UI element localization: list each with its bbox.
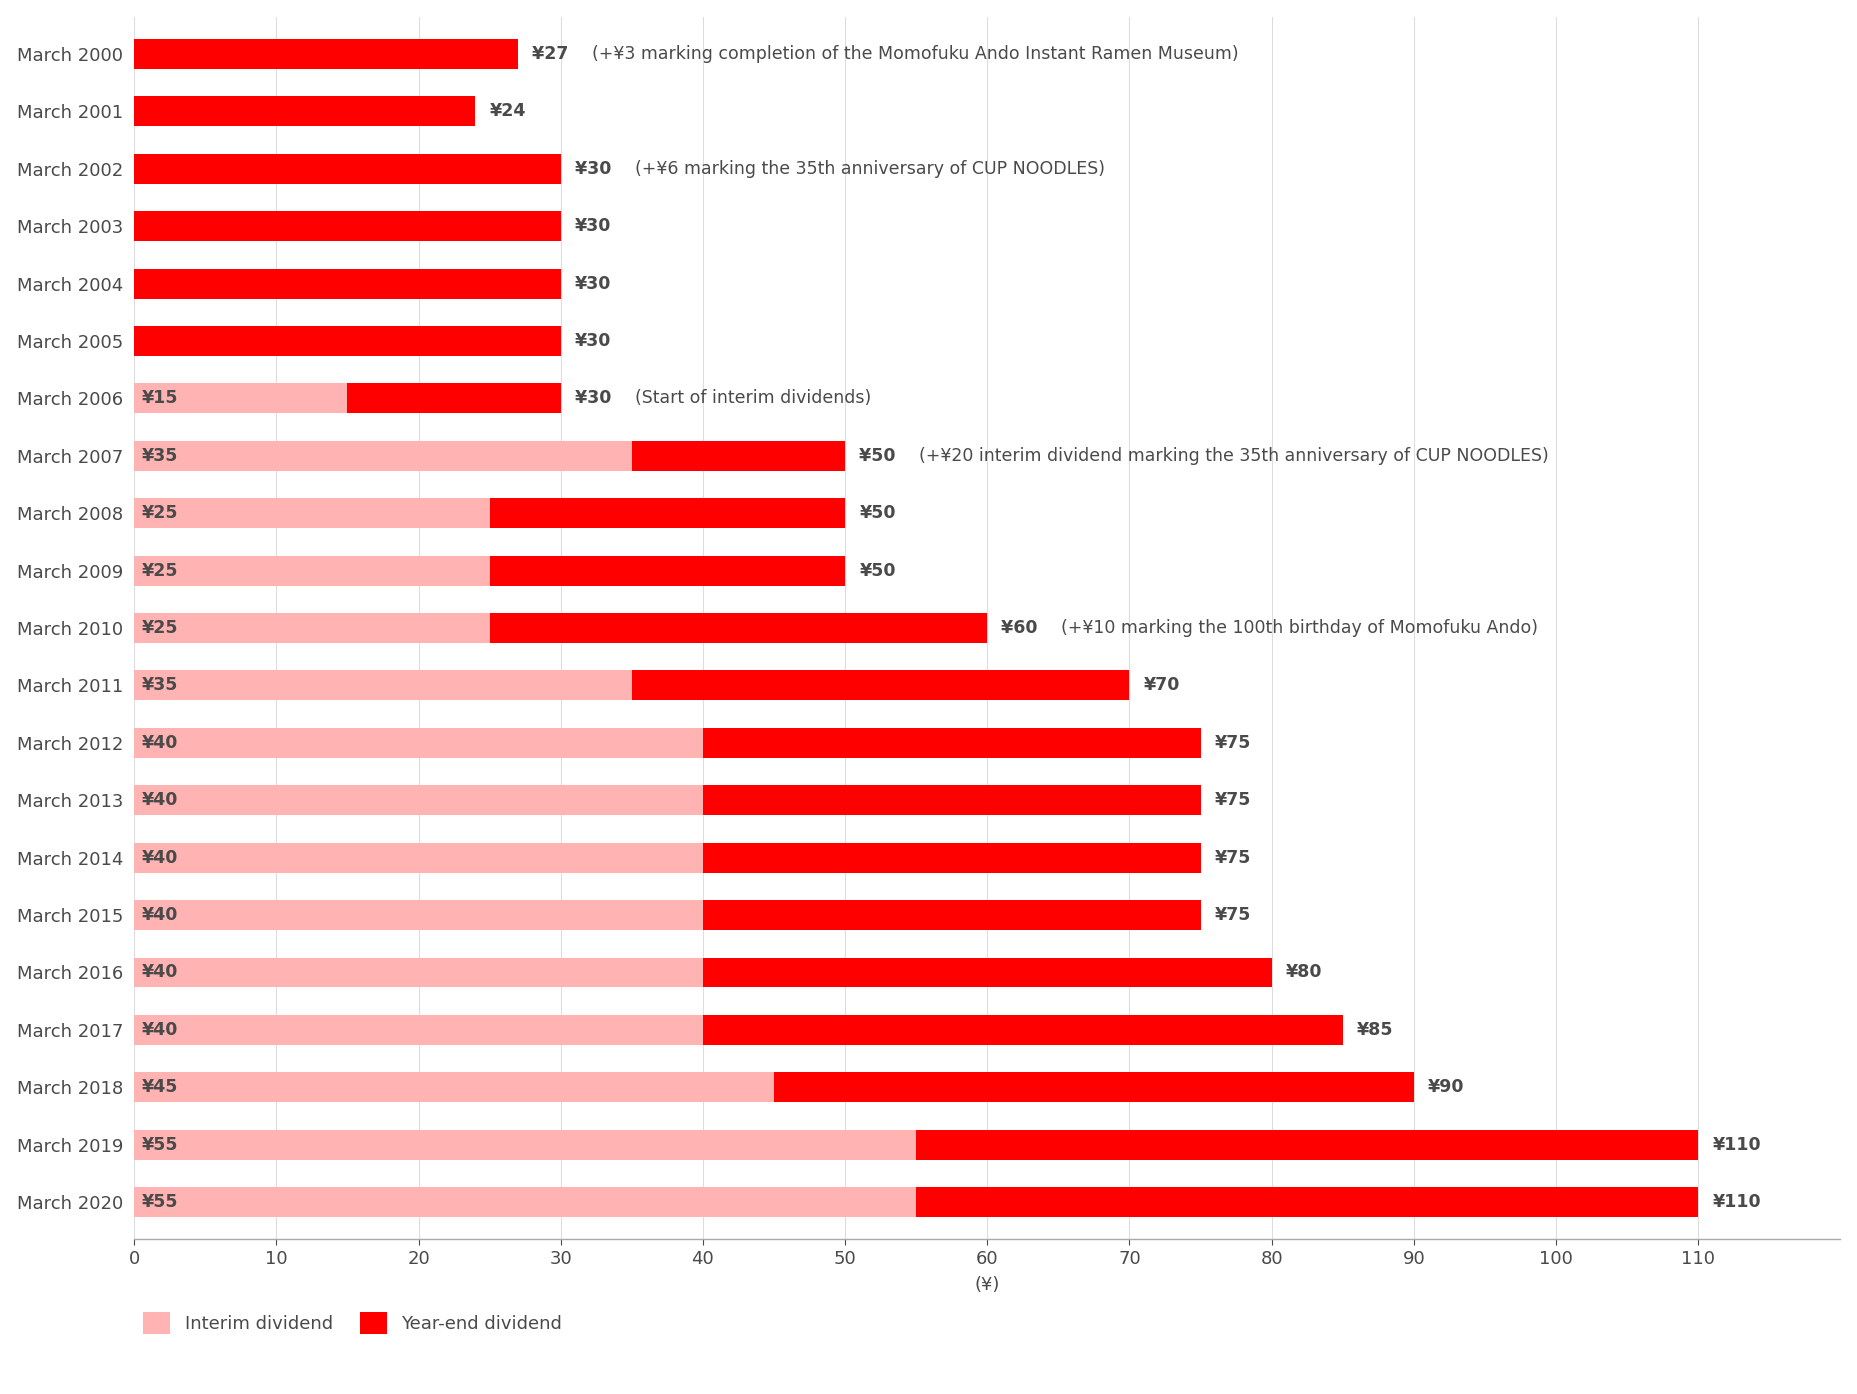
Bar	[134, 383, 347, 414]
Bar	[490, 613, 988, 643]
Text: (Start of interim dividends): (Start of interim dividends)	[635, 389, 871, 407]
Bar	[134, 556, 490, 585]
Text: ¥110: ¥110	[1712, 1136, 1760, 1154]
Text: ¥40: ¥40	[141, 733, 178, 751]
Text: ¥110: ¥110	[1712, 1193, 1760, 1211]
Bar	[134, 326, 561, 355]
Text: ¥30: ¥30	[576, 332, 611, 350]
Text: ¥35: ¥35	[141, 676, 178, 694]
Text: (+¥3 marking completion of the Momofuku Ando Instant Ramen Museum): (+¥3 marking completion of the Momofuku …	[592, 45, 1239, 63]
Bar	[134, 1072, 774, 1103]
Bar	[916, 1188, 1697, 1217]
Text: ¥40: ¥40	[141, 1020, 178, 1039]
X-axis label: (¥): (¥)	[975, 1276, 999, 1294]
Text: ¥55: ¥55	[141, 1136, 178, 1154]
Text: ¥35: ¥35	[141, 447, 178, 464]
Bar	[704, 958, 1272, 987]
Text: ¥40: ¥40	[141, 849, 178, 867]
Bar	[134, 785, 704, 815]
Text: ¥30: ¥30	[576, 275, 611, 293]
Text: ¥30: ¥30	[576, 217, 611, 236]
Text: ¥75: ¥75	[1214, 792, 1252, 810]
Text: ¥50: ¥50	[860, 562, 895, 580]
Bar	[134, 39, 518, 68]
Text: ¥55: ¥55	[141, 1193, 178, 1211]
Text: ¥27: ¥27	[533, 45, 574, 63]
Text: ¥85: ¥85	[1357, 1020, 1393, 1039]
Bar	[134, 728, 704, 758]
Bar	[134, 153, 561, 184]
Legend: Interim dividend, Year-end dividend: Interim dividend, Year-end dividend	[143, 1312, 563, 1334]
Bar	[134, 212, 561, 241]
Text: (+¥20 interim dividend marking the 35th anniversary of CUP NOODLES): (+¥20 interim dividend marking the 35th …	[919, 447, 1549, 464]
Text: ¥90: ¥90	[1428, 1078, 1465, 1096]
Text: ¥30: ¥30	[576, 160, 617, 178]
Bar	[704, 728, 1200, 758]
Bar	[134, 613, 490, 643]
Bar	[134, 958, 704, 987]
Bar	[916, 1129, 1697, 1160]
Text: ¥40: ¥40	[141, 963, 178, 981]
Bar	[134, 441, 631, 471]
Text: ¥30: ¥30	[576, 389, 617, 407]
Bar	[134, 269, 561, 298]
Bar	[134, 498, 490, 528]
Bar	[704, 785, 1200, 815]
Text: ¥45: ¥45	[141, 1078, 178, 1096]
Bar	[347, 383, 561, 414]
Bar	[704, 901, 1200, 930]
Bar	[134, 843, 704, 873]
Text: ¥50: ¥50	[860, 447, 903, 464]
Text: ¥25: ¥25	[141, 562, 178, 580]
Bar	[490, 556, 845, 585]
Bar	[774, 1072, 1413, 1103]
Bar	[134, 671, 631, 700]
Text: ¥15: ¥15	[141, 389, 178, 407]
Text: ¥50: ¥50	[860, 505, 895, 523]
Bar	[704, 1015, 1343, 1044]
Text: ¥40: ¥40	[141, 906, 178, 924]
Text: ¥25: ¥25	[141, 505, 178, 523]
Bar	[490, 498, 845, 528]
Text: ¥60: ¥60	[1001, 619, 1044, 637]
Text: ¥40: ¥40	[141, 792, 178, 810]
Bar	[704, 843, 1200, 873]
Bar	[631, 671, 1129, 700]
Bar	[134, 901, 704, 930]
Text: ¥24: ¥24	[490, 102, 526, 120]
Text: ¥75: ¥75	[1214, 906, 1252, 924]
Bar	[631, 441, 845, 471]
Text: ¥75: ¥75	[1214, 733, 1252, 751]
Text: (+¥10 marking the 100th birthday of Momofuku Ando): (+¥10 marking the 100th birthday of Momo…	[1060, 619, 1538, 637]
Bar	[134, 1129, 916, 1160]
Bar	[134, 1188, 916, 1217]
Text: ¥70: ¥70	[1144, 676, 1179, 694]
Text: ¥75: ¥75	[1214, 849, 1252, 867]
Bar	[134, 1015, 704, 1044]
Text: ¥80: ¥80	[1285, 963, 1322, 981]
Bar	[134, 96, 475, 127]
Text: (+¥6 marking the 35th anniversary of CUP NOODLES): (+¥6 marking the 35th anniversary of CUP…	[635, 160, 1105, 178]
Text: ¥25: ¥25	[141, 619, 178, 637]
